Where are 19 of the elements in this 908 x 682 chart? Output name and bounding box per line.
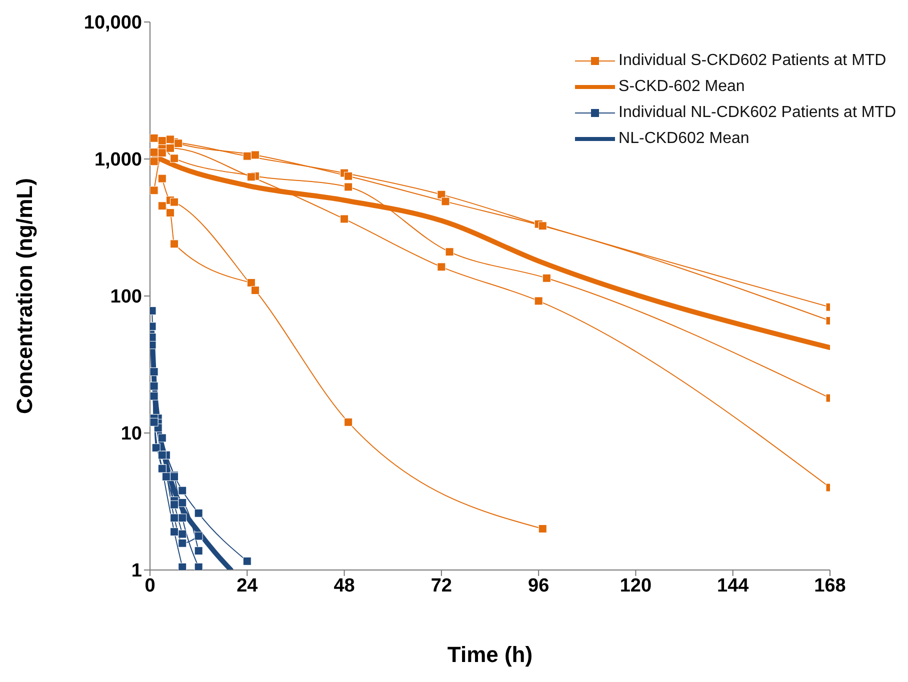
x-tick-label: 144 xyxy=(717,575,750,596)
legend-label: S-CKD-602 Mean xyxy=(618,78,745,96)
y-tick-label: 1 xyxy=(131,560,142,582)
x-axis-title: Time (h) xyxy=(447,642,533,667)
y-tick-label: 100 xyxy=(110,286,142,308)
legend-label: Individual S-CKD602 Patients at MTD xyxy=(618,52,886,70)
y-axis-title: Concentration (ng/mL) xyxy=(12,178,37,414)
x-tick-label: 24 xyxy=(236,575,258,596)
x-tick-label: 48 xyxy=(334,575,355,596)
y-tick-label: 1,000 xyxy=(94,150,142,171)
x-tick-label: 96 xyxy=(528,575,550,596)
legend-label: NL-CKD602 Mean xyxy=(618,130,750,148)
x-tick-label: 168 xyxy=(814,575,846,596)
x-tick-label: 120 xyxy=(620,575,652,596)
y-tick-label: 10,000 xyxy=(84,12,142,34)
x-tick-label: 72 xyxy=(430,575,452,596)
x-tick-label: 0 xyxy=(144,575,156,596)
legend-label: Individual NL-CDK602 Patients at MTD xyxy=(618,104,896,122)
y-tick-label: 10 xyxy=(120,424,142,445)
